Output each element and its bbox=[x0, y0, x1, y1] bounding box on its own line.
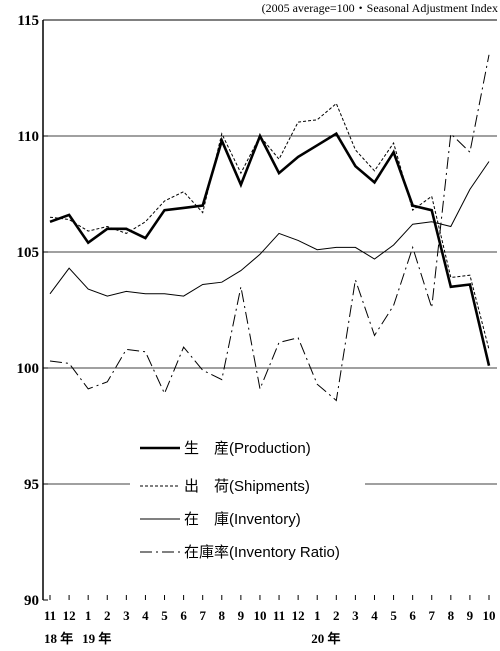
legend: 生 産(Production) 出 荷(Shipments) 在 庫(Invento… bbox=[132, 435, 362, 561]
x-tick-label: 2 bbox=[104, 608, 111, 623]
x-tick-labels: 11 12 1 2 3 4 5 6 7 8 9 10 11 12 1 2 3 4 5 6 7 8 9 10 bbox=[44, 595, 496, 623]
y-tick-label: 100 bbox=[17, 361, 40, 377]
x-tick-label: 11 bbox=[273, 608, 285, 623]
x-tick-label: 8 bbox=[448, 608, 455, 623]
year-label: 20 年 bbox=[311, 631, 340, 646]
y-tick-label: 110 bbox=[17, 129, 39, 145]
x-tick-label: 5 bbox=[161, 608, 168, 623]
series-lines bbox=[49, 54, 491, 402]
y-tick-label: 90 bbox=[24, 593, 39, 609]
x-tick-label: 3 bbox=[352, 608, 359, 623]
series-line-3 bbox=[49, 54, 490, 402]
x-tick-label: 10 bbox=[483, 608, 496, 623]
year-labels: 18 年 19 年 20 年 bbox=[44, 631, 340, 646]
year-label: 18 年 bbox=[44, 631, 73, 646]
x-tick-label: 12 bbox=[292, 608, 305, 623]
legend-label: 在 庫(Inventory) bbox=[184, 511, 301, 528]
x-tick-label: 7 bbox=[428, 608, 435, 623]
x-tick-label: 3 bbox=[123, 608, 130, 623]
x-tick-label: 4 bbox=[371, 608, 378, 623]
x-tick-label: 12 bbox=[63, 608, 76, 623]
y-tick-label: 95 bbox=[24, 477, 39, 493]
x-tick-label: 8 bbox=[219, 608, 226, 623]
legend-label: 在庫率(Inventory Ratio) bbox=[184, 544, 340, 561]
x-tick-label: 1 bbox=[85, 608, 92, 623]
series-line-0 bbox=[49, 131, 491, 366]
x-tick-label: 9 bbox=[467, 608, 474, 623]
x-tick-label: 4 bbox=[142, 608, 149, 623]
legend-label: 出 荷(Shipments) bbox=[184, 478, 310, 495]
x-tick-label: 11 bbox=[44, 608, 56, 623]
x-tick-label: 1 bbox=[314, 608, 321, 623]
grid-lines bbox=[43, 135, 497, 485]
x-tick-label: 5 bbox=[390, 608, 397, 623]
x-tick-label: 10 bbox=[253, 608, 266, 623]
year-label: 19 年 bbox=[82, 631, 111, 646]
series-line-2 bbox=[49, 161, 490, 297]
legend-label: 生 産(Production) bbox=[184, 440, 311, 457]
y-tick-labels: 90 95 100 105 110 115 bbox=[17, 13, 48, 609]
y-tick-label: 105 bbox=[17, 245, 40, 261]
x-tick-label: 7 bbox=[199, 608, 206, 623]
chart-note: (2005 average=100・Seasonal Adjustment In… bbox=[262, 1, 498, 15]
x-tick-label: 6 bbox=[180, 608, 187, 623]
x-tick-label: 6 bbox=[409, 608, 416, 623]
x-tick-label: 9 bbox=[238, 608, 245, 623]
y-tick-label: 115 bbox=[17, 13, 39, 29]
series-line-1 bbox=[49, 102, 490, 350]
axes bbox=[42, 19, 497, 600]
x-tick-label: 2 bbox=[333, 608, 340, 623]
legend-background bbox=[132, 435, 362, 560]
